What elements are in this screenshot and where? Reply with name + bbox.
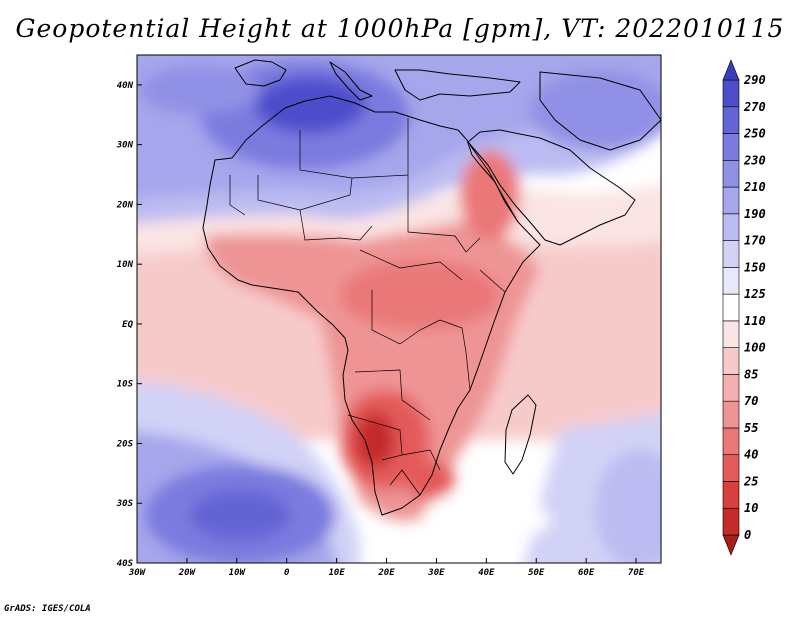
x-tick-label: 50E: [528, 568, 545, 578]
colorbar-segment: [722, 240, 740, 268]
x-axis: 30W 20W 10W 0 10E 20E 30E 40E 50E 60E 70E: [128, 558, 645, 578]
x-tick-label: 20W: [178, 568, 197, 578]
x-tick-label: 10W: [229, 568, 247, 578]
x-tick-label: 20E: [377, 568, 395, 578]
x-tick-label: 70E: [628, 568, 645, 578]
map-frame: [136, 54, 662, 564]
italy: [329, 61, 373, 101]
colorbar-label: 70: [744, 394, 758, 408]
y-tick-label: 40N: [117, 81, 134, 91]
colorbar-segment: [722, 454, 740, 482]
colorbar-segment: [722, 106, 740, 134]
colorbar-min-arrow: [722, 534, 740, 556]
colorbar-segment: [722, 427, 740, 456]
colorbar-label: 190: [744, 207, 766, 221]
y-tick-label: EQ: [122, 320, 133, 330]
colorbar-segment: [722, 481, 740, 509]
colorbar-label: 230: [743, 153, 766, 167]
colorbar-label: 25: [743, 474, 758, 488]
x-tick-label: 40E: [478, 568, 495, 578]
y-tick-label: 10N: [117, 260, 134, 270]
colorbar-segment: [722, 79, 740, 108]
red-sea-low: [460, 150, 520, 240]
colorbar-segment: [722, 186, 740, 215]
iberian-peninsula: [234, 59, 287, 87]
field-atlas-high: [140, 65, 260, 115]
grads-credit: GrADS: IGES/COLA: [4, 604, 91, 614]
x-tick-label: 60E: [578, 568, 595, 578]
greece-turkey: [394, 69, 521, 101]
y-tick-label: 30N: [116, 141, 134, 151]
sw-atlantic-high-peak: [190, 490, 290, 540]
central-africa-low: [340, 260, 500, 330]
colorbar-label: 125: [744, 287, 766, 301]
colorbar-label: 210: [743, 180, 766, 194]
field-asia-high: [530, 70, 661, 150]
colorbar-label: 270: [743, 100, 766, 114]
kalahari-low-core: [355, 412, 395, 468]
x-tick-label: 30E: [427, 568, 445, 578]
field-se-high-mid: [595, 450, 661, 563]
colorbar-label: 150: [744, 260, 766, 274]
colorbar-segment: [722, 347, 740, 375]
colorbar-segment: [722, 507, 740, 536]
colorbar-segment: [722, 267, 740, 295]
field-south-africa-low: [405, 460, 455, 500]
colorbar-segment: [722, 213, 740, 241]
colorbar-segment: [722, 374, 740, 402]
colorbar-label: 85: [744, 367, 758, 381]
saharan-high-peak: [255, 77, 365, 133]
arabian-peninsula: [467, 129, 636, 246]
chart-title: Geopotential Height at 1000hPa [gpm], VT…: [15, 14, 785, 43]
coastlines: [202, 59, 661, 516]
red-sea-outline: [469, 144, 519, 223]
y-axis: 40N 30N 20N 10N EQ 10S 20S 30S 40S: [116, 81, 142, 569]
colorbar-segment: [722, 293, 740, 322]
y-tick-label: 10S: [117, 380, 134, 390]
map-plot-area: [137, 55, 661, 563]
colorbar-label: 40: [744, 448, 758, 462]
x-tick-label: 0: [284, 568, 290, 578]
colorbar-label: 170: [744, 234, 766, 248]
colorbar-label: 110: [744, 314, 766, 328]
country-borders: [229, 118, 506, 496]
colorbar-label: 0: [744, 528, 751, 542]
iran-pakistan: [539, 71, 661, 151]
x-tick-label: 30W: [128, 568, 147, 578]
colorbar-max-arrow: [722, 59, 740, 81]
y-tick-label: 20N: [116, 200, 134, 210]
x-tick-label: 10E: [328, 568, 345, 578]
madagascar: [504, 394, 537, 475]
colorbar-label: 100: [744, 341, 766, 355]
africa-landmass: [202, 95, 541, 516]
colorbar-label: 55: [744, 421, 758, 435]
y-tick-label: 40S: [117, 559, 134, 569]
geopotential-field: [137, 55, 661, 563]
colorbar-label: 250: [743, 127, 766, 141]
colorbar-segment: [722, 400, 740, 429]
colorbar-label: 290: [743, 73, 766, 87]
colorbar: 0 10 25 40 55 70 85 100 110 125 150 170 190 210 230 250…: [722, 59, 766, 556]
y-tick-label: 30S: [116, 499, 134, 509]
colorbar-segment: [722, 159, 740, 188]
colorbar-label: 10: [744, 501, 758, 515]
colorbar-segment: [722, 133, 740, 161]
colorbar-segment: [722, 320, 740, 348]
y-tick-label: 20S: [116, 439, 134, 449]
